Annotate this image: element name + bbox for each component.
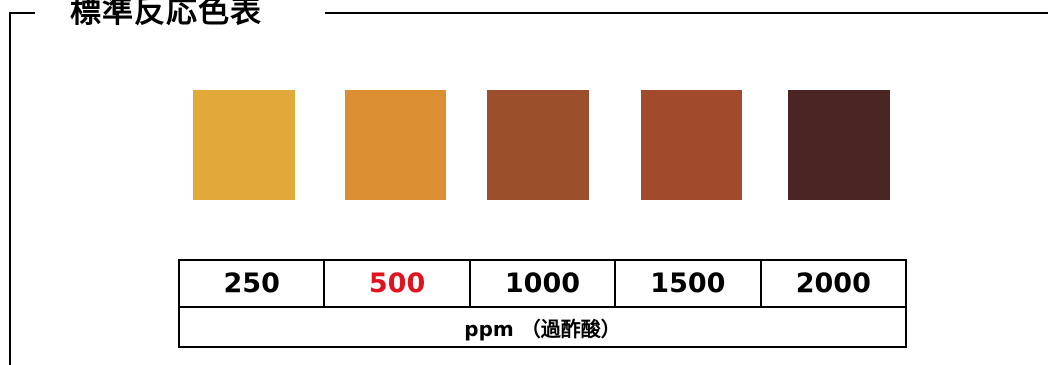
value-cell-1500: 1500 (614, 259, 762, 308)
unit-row: ppm （過酢酸） (178, 306, 907, 348)
unit-label: ppm （過酢酸） (178, 306, 907, 348)
color-swatch-1000 (487, 90, 589, 200)
color-swatch-1000-fill (487, 90, 589, 200)
value-cell-1000: 1000 (468, 259, 617, 308)
concentration-values-row: 250 500 1000 1500 2000 (177, 259, 908, 308)
color-swatch-500 (345, 90, 446, 200)
color-swatch-250 (193, 90, 295, 200)
frame-top-left-border (9, 12, 35, 14)
value-cell-2000: 2000 (759, 259, 908, 308)
frame-left-border (9, 12, 11, 365)
color-swatch-2000 (788, 90, 890, 200)
chart-title: 標準反応色表 (70, 0, 262, 30)
color-swatch-1500 (641, 90, 742, 200)
color-swatch-1500-fill (641, 90, 742, 200)
frame-top-right-border (325, 12, 1048, 14)
concentration-table: 250 500 1000 1500 2000 ppm （過酢酸） (177, 259, 908, 348)
color-swatch-250-fill (193, 90, 295, 200)
color-swatch-500-fill (345, 90, 446, 200)
value-cell-500: 500 (323, 259, 471, 308)
value-cell-250: 250 (177, 259, 326, 308)
color-swatch-2000-fill (788, 90, 890, 200)
